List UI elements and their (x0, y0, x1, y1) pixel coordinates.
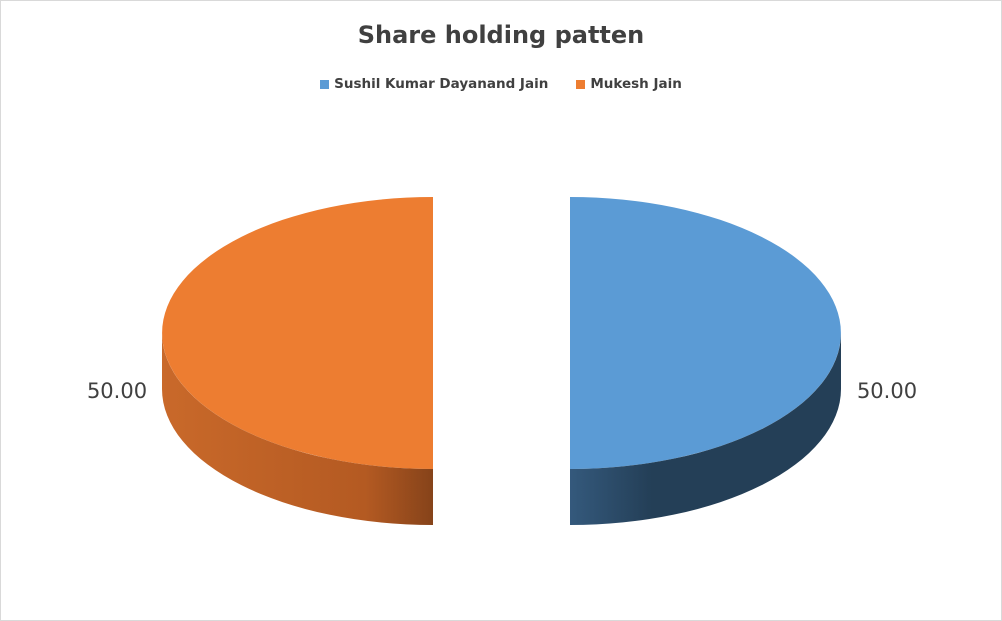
pie-slice-side-mukesh (162, 333, 433, 525)
pie-slice-sushil (570, 197, 841, 469)
legend-item-sushil: Sushil Kumar Dayanand Jain (320, 76, 548, 92)
pie-slice-side-sushil (570, 333, 841, 525)
chart-title: Share holding patten (357, 21, 645, 49)
legend-label: Sushil Kumar Dayanand Jain (334, 76, 549, 92)
data-label-mukesh: 50.00 (87, 379, 147, 403)
legend-item-mukesh: Mukesh Jain (576, 76, 682, 92)
legend-swatch (576, 79, 586, 89)
legend-label: Mukesh Jain (590, 76, 682, 92)
legend: Sushil Kumar Dayanand Jain Mukesh Jain (1, 76, 1001, 92)
pie-slice-mukesh (162, 197, 433, 469)
data-label-sushil: 50.00 (857, 379, 917, 403)
legend-swatch (320, 79, 330, 89)
